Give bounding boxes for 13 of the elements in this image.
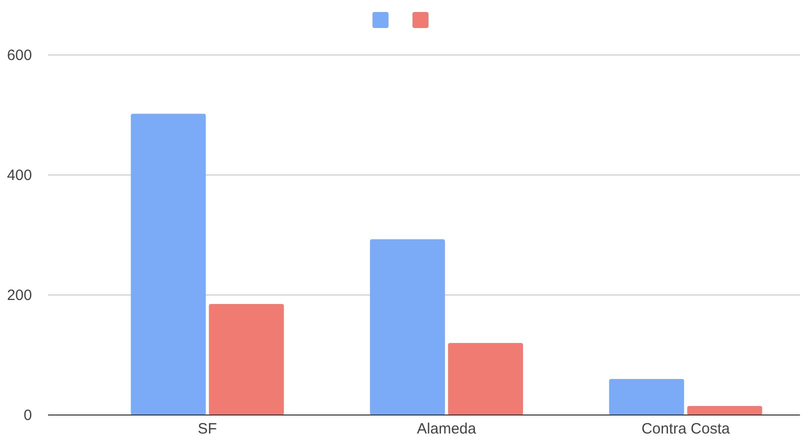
bar [687,406,762,415]
bar [609,379,684,415]
bar [370,239,445,415]
y-tick-label: 600 [6,46,32,64]
x-tick-label: Contra Costa [641,420,730,438]
bar [448,343,524,415]
y-tick-label: 0 [24,406,32,424]
bar [130,114,206,415]
bar [208,304,284,415]
y-tick-label: 400 [6,166,32,184]
x-tick-label: Alameda [416,420,477,438]
x-tick-label: SF [198,420,217,438]
y-tick-label: 200 [6,286,32,304]
